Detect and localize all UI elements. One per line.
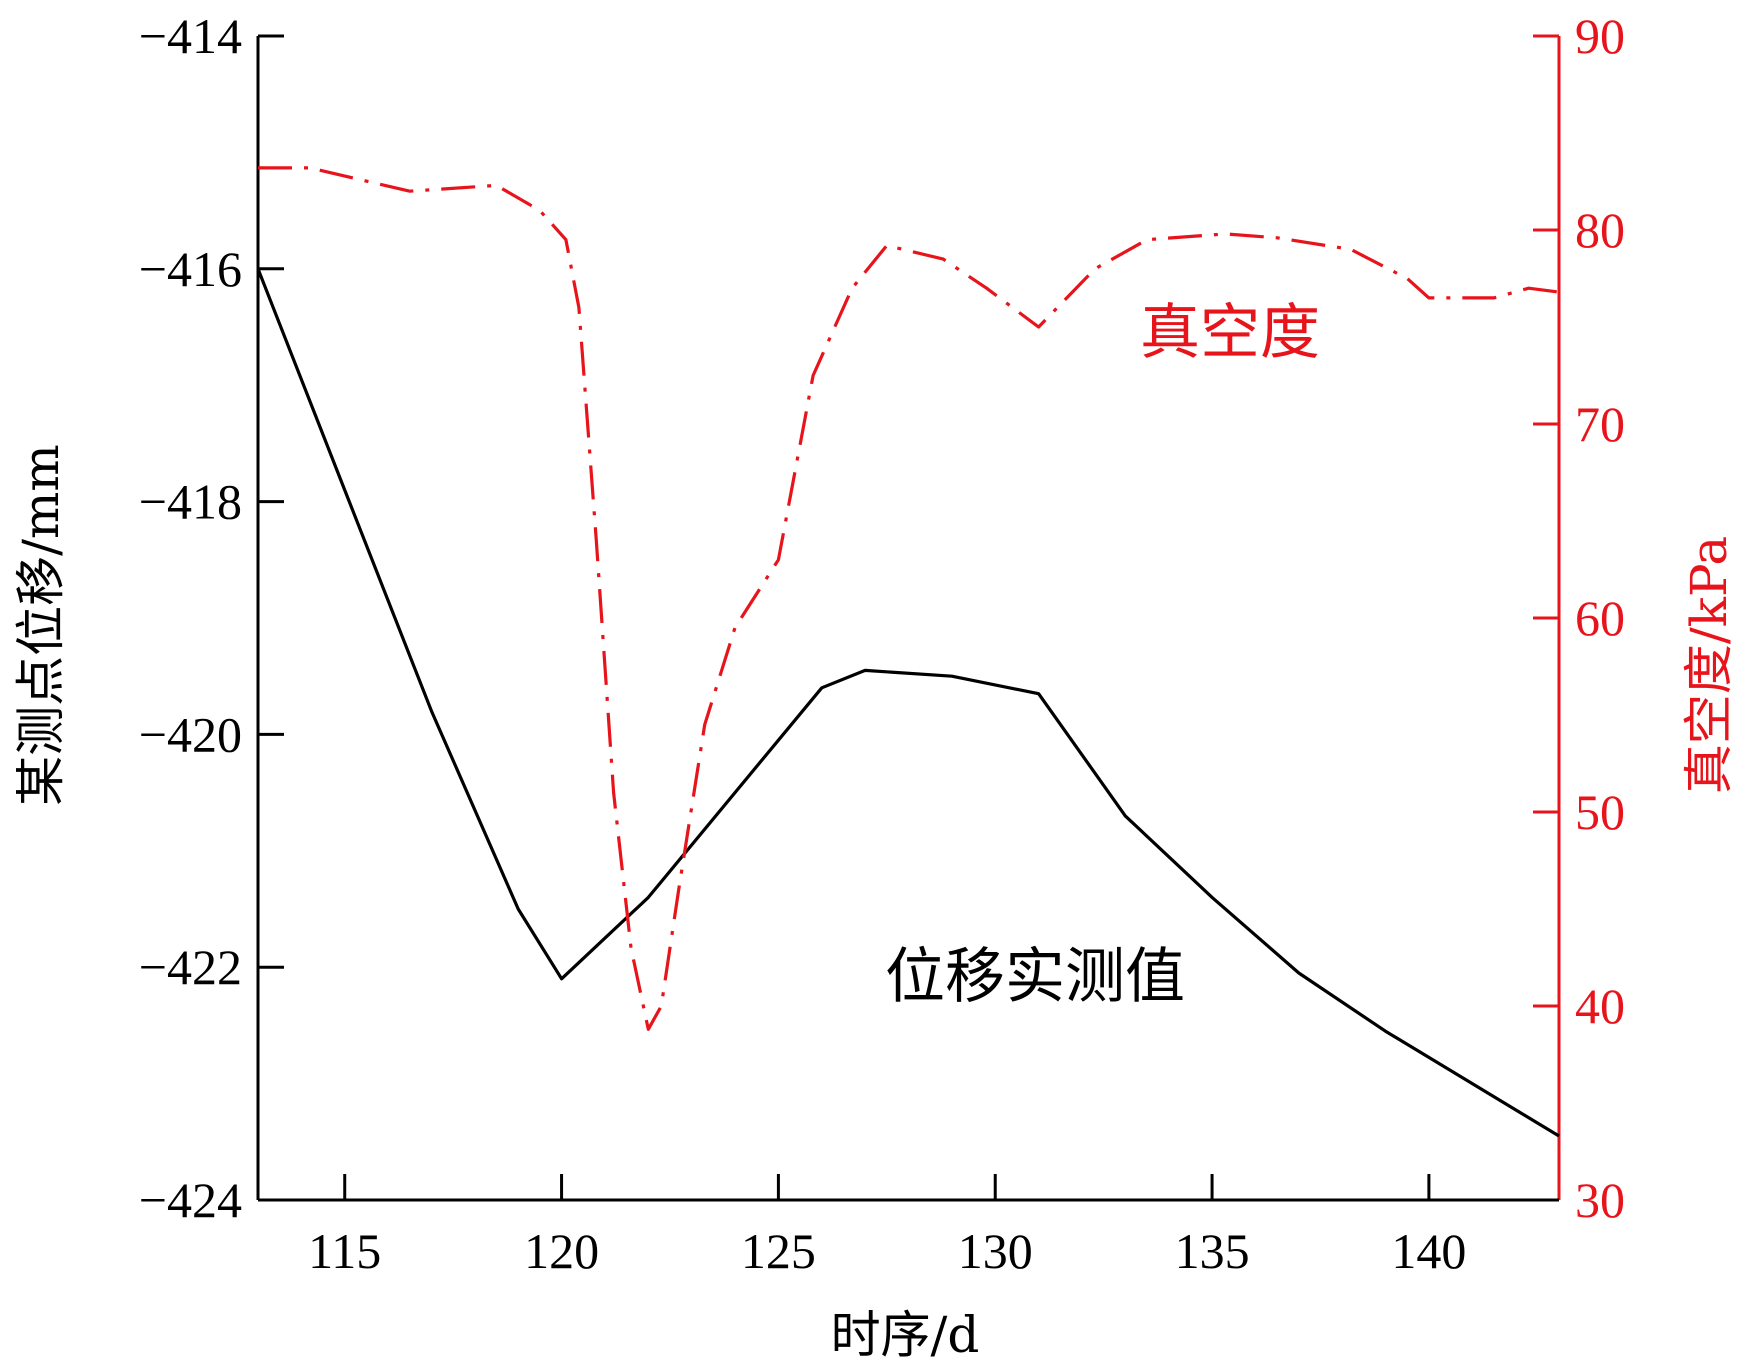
right-tick-label: 80 — [1575, 202, 1625, 258]
x-tick-label: 115 — [308, 1223, 381, 1279]
vacuum-line — [258, 166, 1560, 1031]
displacement-series-annotation: 位移实测值 — [885, 942, 1185, 1012]
left-tick-label: −422 — [139, 939, 242, 995]
right-tick-label: 70 — [1575, 396, 1625, 452]
left-y-axis-title: 某测点位移/mm — [12, 444, 70, 806]
right-tick-label: 50 — [1575, 784, 1625, 840]
left-tick-label: −418 — [139, 474, 242, 530]
right-tick-label: 40 — [1575, 978, 1625, 1034]
x-axis-title: 时序/d — [831, 1306, 980, 1361]
right-y-axis: 30 40 50 60 70 80 90 — [1533, 8, 1625, 1228]
left-tick-label: −424 — [139, 1172, 242, 1228]
x-tick-label: 125 — [741, 1223, 816, 1279]
left-tick-label: −416 — [139, 241, 242, 297]
x-tick-label: 140 — [1391, 1223, 1466, 1279]
right-y-axis-title: 真空度/kPa — [1680, 536, 1738, 794]
vacuum-series-annotation: 真空度 — [1140, 298, 1320, 368]
x-tick-label: 135 — [1175, 1223, 1250, 1279]
left-tick-label: −420 — [139, 706, 242, 762]
series-layer — [256, 166, 1560, 1138]
displacement-line — [256, 268, 1560, 1138]
right-tick-label: 90 — [1575, 8, 1625, 64]
right-tick-label: 60 — [1575, 590, 1625, 646]
right-tick-label: 30 — [1575, 1172, 1625, 1228]
x-tick-label: 120 — [524, 1223, 599, 1279]
x-axis: 115 120 125 130 135 140 — [258, 1174, 1559, 1279]
left-tick-label: −414 — [139, 8, 242, 64]
left-y-axis: −414 −416 −418 −420 −422 −424 — [139, 8, 284, 1228]
x-tick-label: 130 — [958, 1223, 1033, 1279]
